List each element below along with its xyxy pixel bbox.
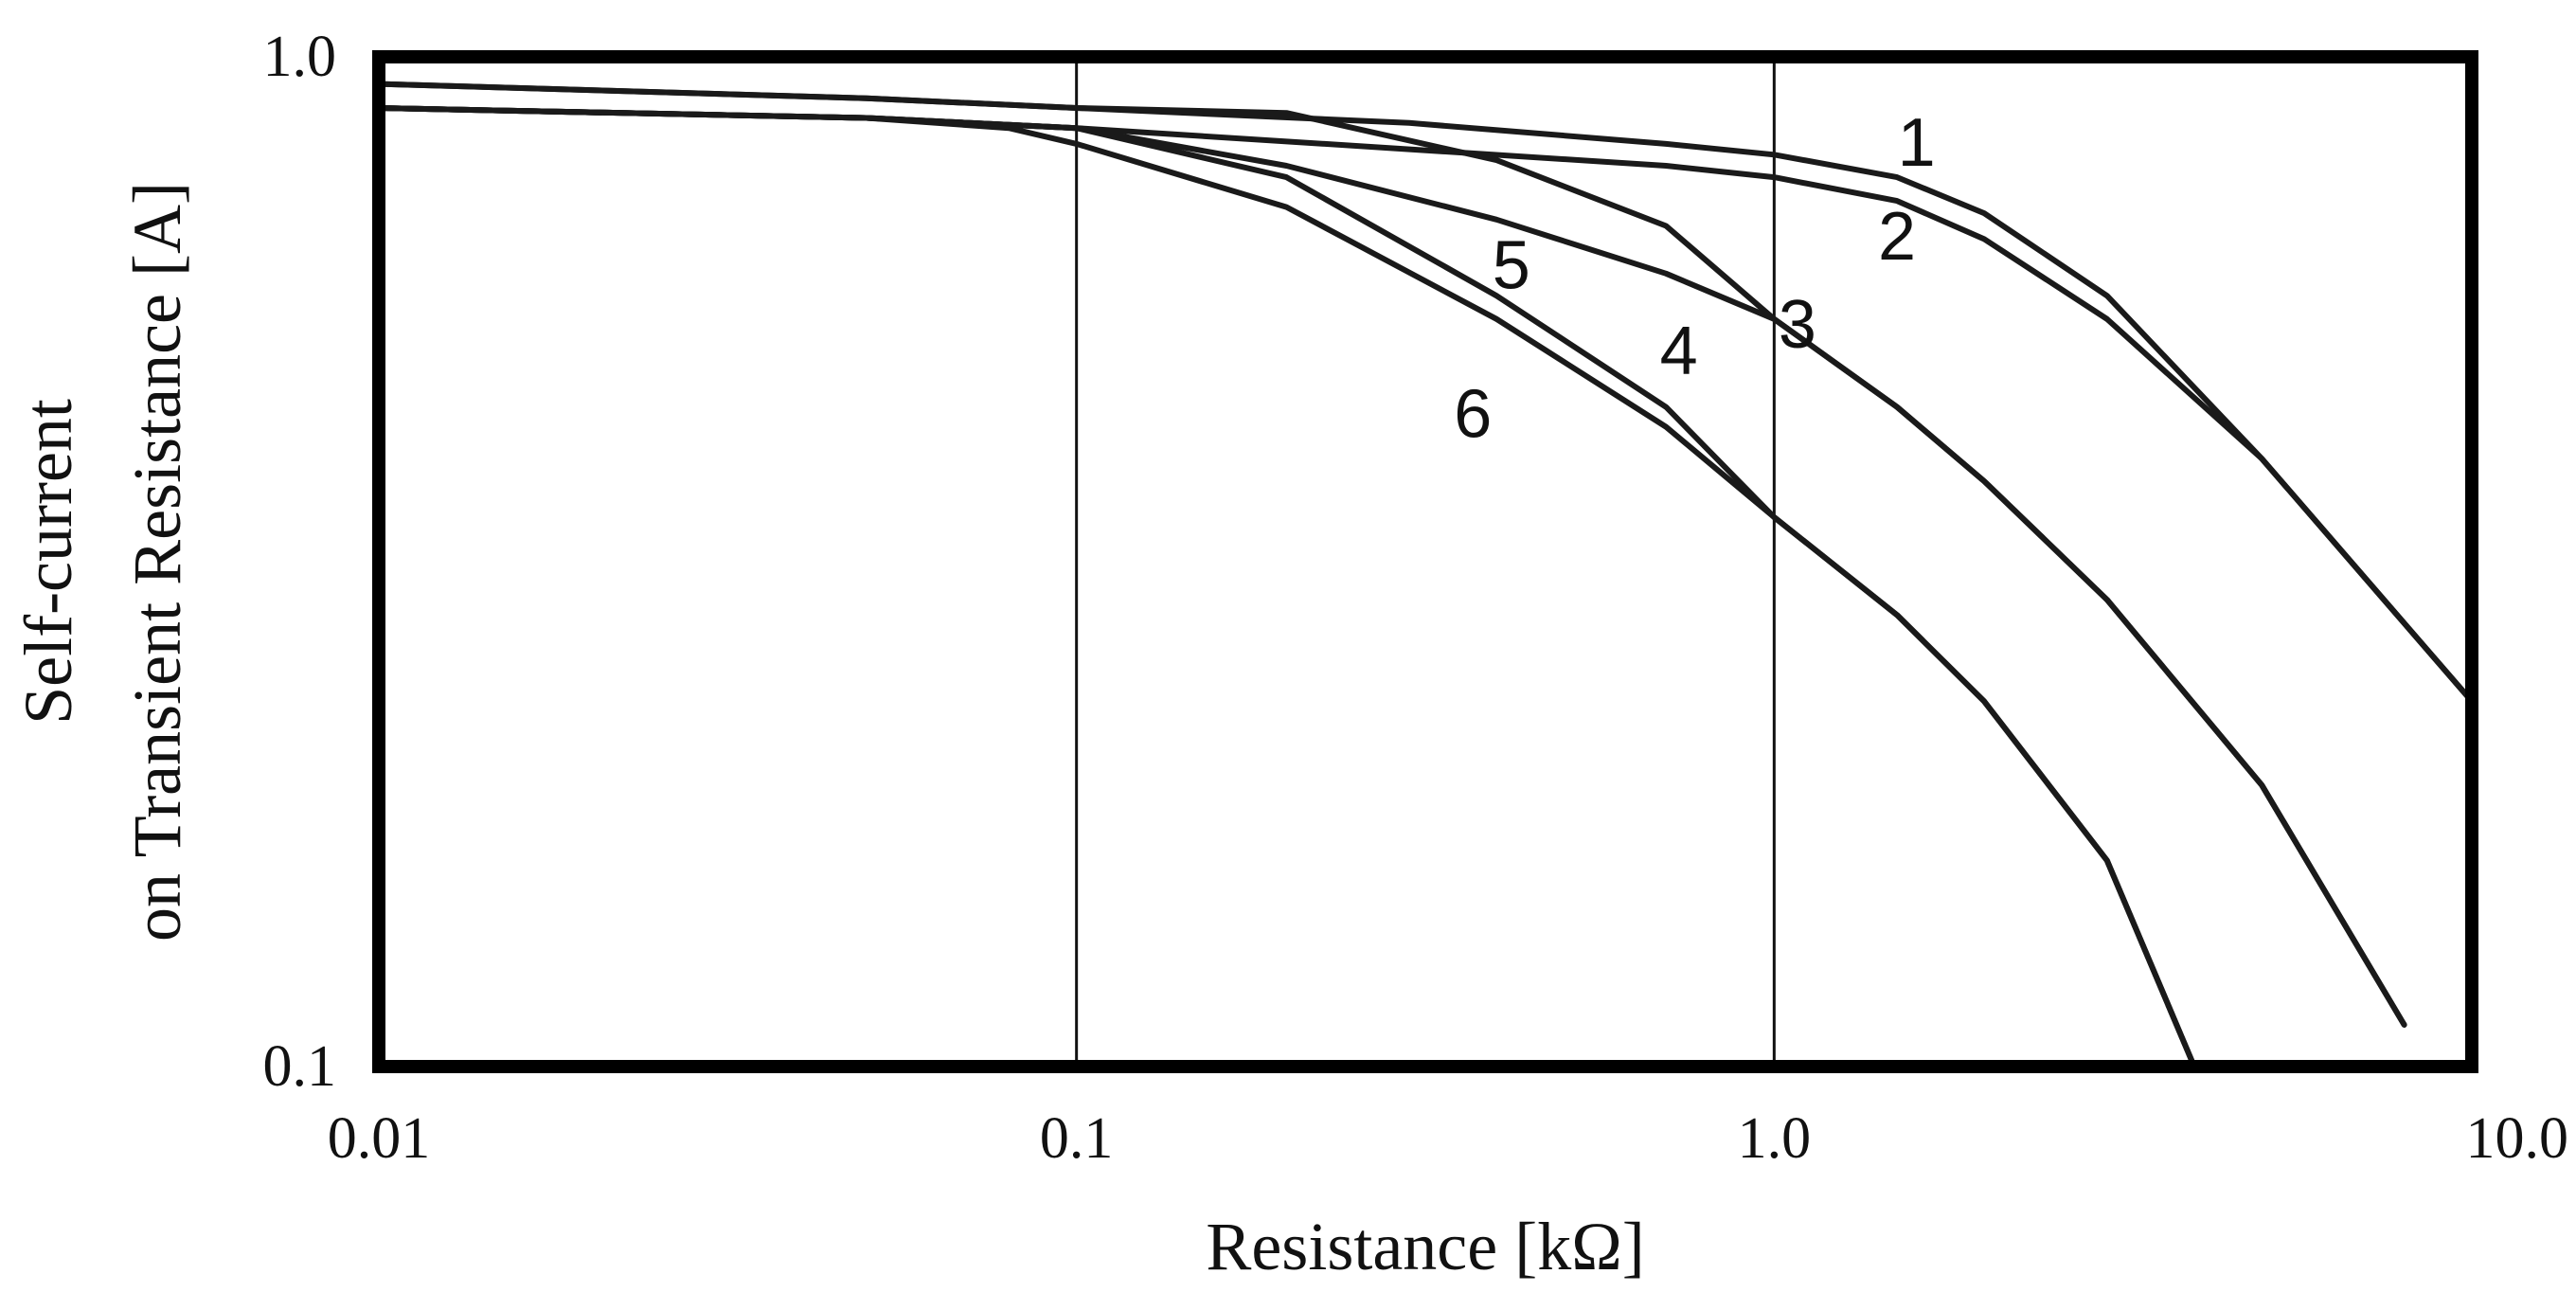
- gridlines: [1075, 57, 1776, 1067]
- curve-2: [376, 105, 2475, 705]
- x-tick-label: 1.0: [1738, 1106, 1812, 1171]
- curve-label-2: 2: [1878, 199, 1916, 275]
- plot-frame: [372, 50, 2478, 1073]
- x-tick-labels: 0.01 0.1 1.0 10.0: [328, 1106, 2568, 1171]
- curve-label-4: 4: [1660, 314, 1698, 389]
- y-tick-label: 1.0: [263, 25, 337, 89]
- x-tick-label: 0.01: [328, 1106, 431, 1171]
- curve-label-1: 1: [1898, 105, 1936, 181]
- curve-4: [376, 105, 2407, 1028]
- curve-1: [376, 81, 2475, 705]
- y-axis-title: Self-current on Transient Resistance [A]: [10, 182, 195, 942]
- y-axis-title-line-1: Self-current: [10, 399, 86, 725]
- x-axis-title: Resistance [kΩ]: [1206, 1209, 1644, 1284]
- curve-label-5: 5: [1493, 227, 1530, 303]
- curve-5: [376, 105, 2197, 1069]
- y-tick-labels: 1.0 0.1: [263, 25, 337, 1099]
- curve-label-6: 6: [1454, 377, 1492, 453]
- curve-6: [376, 105, 2197, 1069]
- curves: [376, 81, 2475, 1069]
- x-tick-label: 0.1: [1040, 1106, 1114, 1171]
- y-axis-title-line-2: on Transient Resistance [A]: [119, 182, 195, 942]
- curve-3: [376, 81, 2407, 1028]
- y-tick-label: 0.1: [263, 1034, 337, 1099]
- x-tick-label: 10.0: [2466, 1106, 2569, 1171]
- curve-labels: 1 23 4 56: [1454, 105, 1936, 453]
- curve-label-3: 3: [1779, 287, 1816, 363]
